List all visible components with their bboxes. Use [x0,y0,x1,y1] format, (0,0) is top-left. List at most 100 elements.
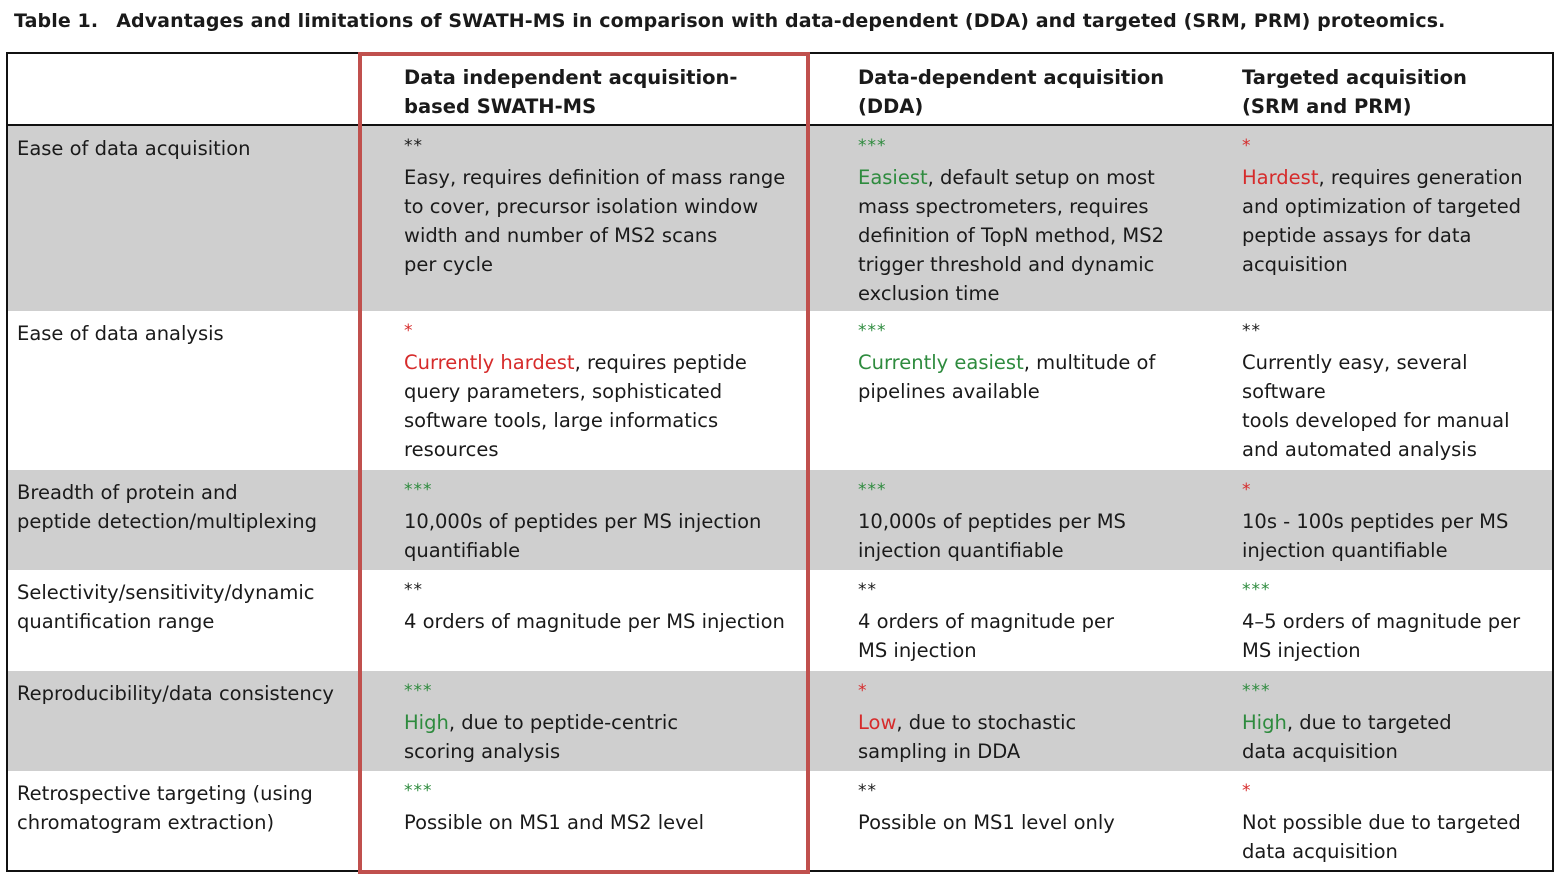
table-row: Selectivity/sensitivity/dynamic quantific… [8,570,1552,671]
cell-text-line: Currently hardest, requires peptide [404,348,804,377]
star-rating: *** [858,136,887,156]
cell-dda: *** Currently easiest, multitude of pipeli… [858,319,1218,406]
cell-text-line: resources [404,435,804,464]
cell-text: tools developed for manual [1242,409,1510,432]
row-label-line: Ease of data acquisition [17,137,251,160]
cell-text-line: quantifiable [404,536,804,565]
cell-text-line: High, due to peptide-centric [404,708,804,737]
cell-text: , default setup on most [927,166,1155,189]
highlight-term: High [1242,711,1287,734]
cell-text: quantifiable [404,539,521,562]
cell-text: 4–5 orders of magnitude per [1242,610,1521,633]
row-label-line: Selectivity/sensitivity/dynamic [17,581,315,604]
star-rating: ** [1242,321,1261,341]
cell-text-line: 10,000s of peptides per MS [858,507,1218,536]
table-caption: Table 1. Advantages and limitations of SW… [14,10,1445,32]
cell-text: trigger threshold and dynamic [858,253,1155,276]
row-label: Ease of data analysis [17,319,357,348]
star-rating: ** [858,580,877,600]
cell-text: 10s - 100s peptides per MS [1242,510,1509,533]
cell-swath: ** Easy, requires definition of mass rang… [404,134,804,279]
cell-text-line: acquisition [1242,250,1552,279]
header-swath-line-1: Data independent acquisition- [404,66,738,89]
cell-text-line: Easy, requires definition of mass range [404,163,804,192]
cell-dda: *** Easiest, default setup on most mass sp… [858,134,1218,308]
highlight-term: High [404,711,449,734]
cell-text: exclusion time [858,282,1000,305]
table-row: Ease of data acquisition ** Easy, requires… [8,126,1552,311]
cell-dda: ** Possible on MS1 level only [858,779,1218,837]
cell-text: to cover, precursor isolation window [404,195,759,218]
cell-text-line: exclusion time [858,279,1218,308]
cell-text: acquisition [1242,253,1348,276]
cell-text-line: and optimization of targeted [1242,192,1552,221]
cell-text: Currently easy, several software [1242,351,1468,403]
header-dda-line-1: Data-dependent acquisition [858,66,1165,89]
star-rating: *** [1242,580,1271,600]
row-label-line: chromatogram extraction) [17,811,275,834]
cell-text: , multitude of [1023,351,1156,374]
cell-text: , due to stochastic [896,711,1077,734]
highlight-term: Hardest [1242,166,1319,189]
cell-dda: *** 10,000s of peptides per MS injection q… [858,478,1218,565]
cell-text-line: injection quantifiable [1242,536,1552,565]
star-rating: * [858,681,868,701]
cell-text: , due to peptide-centric [448,711,679,734]
cell-text-line: data acquisition [1242,737,1552,766]
cell-targeted: * 10s - 100s peptides per MS injection qua… [1242,478,1552,565]
row-label-line: peptide detection/multiplexing [17,510,318,533]
cell-text: sampling in DDA [858,740,1021,763]
cell-text-line: Possible on MS1 level only [858,808,1218,837]
cell-text-line: trigger threshold and dynamic [858,250,1218,279]
star-rating: * [404,321,414,341]
header-dda: Data-dependent acquisition (DDA) [858,63,1218,121]
cell-text-line: sampling in DDA [858,737,1218,766]
star-rating: *** [404,480,433,500]
row-label-line: Retrospective targeting (using [17,782,313,805]
table-row: Ease of data analysis * Currently hardest,… [8,311,1552,470]
row-label: Selectivity/sensitivity/dynamic quantific… [17,578,357,636]
cell-text-line: Currently easy, several software [1242,348,1552,406]
cell-text: 10,000s of peptides per MS [858,510,1126,533]
star-rating: * [1242,136,1252,156]
cell-text: Possible on MS1 level only [858,811,1115,834]
row-label-line: Ease of data analysis [17,322,224,345]
cell-text-line: width and number of MS2 scans [404,221,804,250]
highlight-term: Low [858,711,897,734]
cell-text-line: data acquisition [1242,837,1552,866]
star-rating: ** [404,580,423,600]
cell-text: 10,000s of peptides per MS injection [404,510,762,533]
cell-text-line: Easiest, default setup on most [858,163,1218,192]
cell-text: injection quantifiable [1242,539,1448,562]
highlight-term: Currently easiest [858,351,1024,374]
table-row: Breadth of protein and peptide detection/… [8,470,1552,570]
row-label: Ease of data acquisition [17,134,357,163]
row-label: Retrospective targeting (using chromatogr… [17,779,357,837]
cell-text-line: Low, due to stochastic [858,708,1218,737]
highlight-term: Currently hardest [404,351,575,374]
cell-text-line: MS injection [1242,636,1552,665]
cell-targeted: ** Currently easy, several software tools … [1242,319,1552,464]
cell-text: data acquisition [1242,840,1398,863]
cell-text: Not possible due to targeted [1242,811,1521,834]
cell-text: MS injection [858,639,977,662]
cell-swath: ** 4 orders of magnitude per MS injection [404,578,804,636]
cell-swath: *** High, due to peptide-centric scoring a… [404,679,804,766]
cell-text: , requires generation [1318,166,1523,189]
cell-text-line: 4 orders of magnitude per MS injection [404,607,804,636]
row-label: Reproducibility/data consistency [17,679,357,708]
star-rating: *** [858,480,887,500]
cell-text: width and number of MS2 scans [404,224,718,247]
star-rating: ** [404,136,423,156]
cell-text-line: Possible on MS1 and MS2 level [404,808,804,837]
star-rating: * [1242,781,1252,801]
cell-targeted: *** 4–5 orders of magnitude per MS injecti… [1242,578,1552,665]
cell-text-line: mass spectrometers, requires [858,192,1218,221]
cell-text: query parameters, sophisticated [404,380,723,403]
cell-text-line: 10s - 100s peptides per MS [1242,507,1552,536]
cell-text: , requires peptide [574,351,747,374]
cell-text: data acquisition [1242,740,1398,763]
header-dda-line-2: (DDA) [858,95,924,118]
cell-dda: ** 4 orders of magnitude per MS injection [858,578,1218,665]
header-targeted-line-1: Targeted acquisition [1242,66,1467,89]
